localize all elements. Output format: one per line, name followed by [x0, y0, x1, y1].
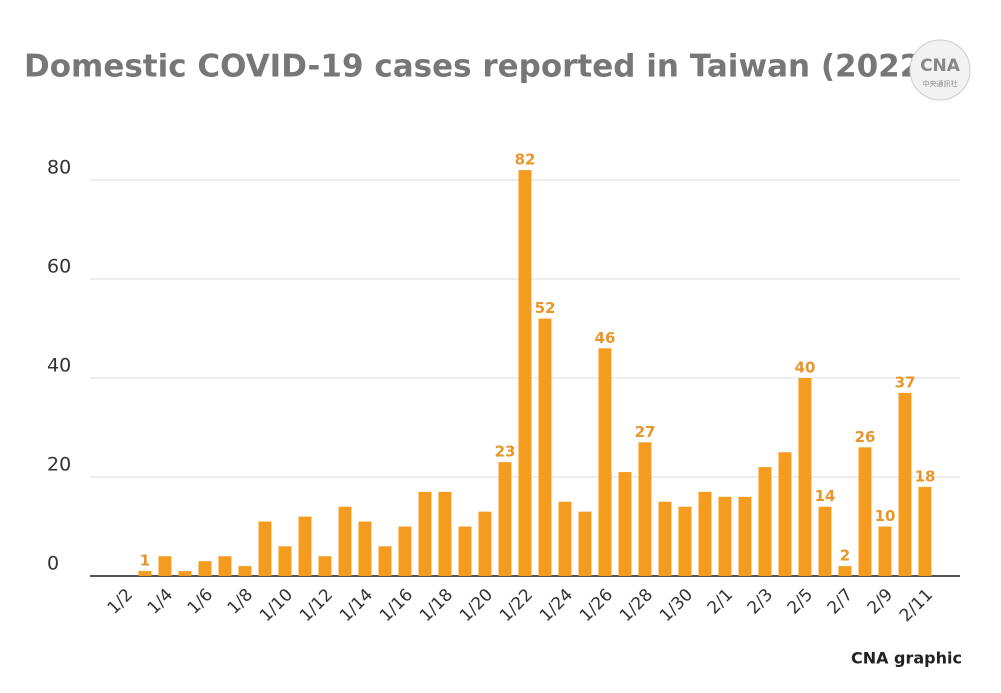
- x-tick-label: 2/9: [864, 585, 897, 618]
- bar: [798, 378, 812, 576]
- x-tick-label: 1/16: [376, 585, 417, 626]
- bar: [698, 491, 712, 576]
- x-tick-label: 1/2: [104, 585, 137, 618]
- bar: [918, 486, 932, 576]
- x-tick-label: 1/6: [184, 585, 217, 618]
- x-tick-label: 1/14: [336, 585, 377, 626]
- logo-text: CNA: [920, 56, 961, 76]
- x-tick-label: 2/5: [784, 585, 817, 618]
- bar: [678, 506, 692, 576]
- x-tick-label: 2/11: [896, 585, 937, 626]
- bar: [878, 526, 892, 576]
- x-tick-label: 2/1: [704, 585, 737, 618]
- value-label: 37: [895, 373, 916, 391]
- value-label: 10: [875, 507, 896, 525]
- bar: [738, 496, 752, 576]
- bar: [258, 521, 272, 576]
- value-label: 23: [495, 443, 516, 461]
- y-tick-label: 40: [47, 355, 71, 377]
- value-label: 46: [595, 329, 616, 347]
- x-tick-label: 1/8: [224, 585, 257, 618]
- y-tick-label: 20: [47, 454, 71, 476]
- value-label: 1: [140, 552, 150, 570]
- bar: [558, 501, 572, 576]
- x-tick-label: 1/4: [144, 585, 177, 618]
- bar: [498, 462, 512, 576]
- bar: [778, 452, 792, 576]
- bar: [278, 546, 292, 576]
- bar: [318, 556, 332, 576]
- value-label: 40: [795, 359, 816, 377]
- logo: CNA 中央通訊社: [909, 39, 971, 101]
- bar: [898, 392, 912, 576]
- bar: [658, 501, 672, 576]
- bar: [818, 506, 832, 576]
- bar: [418, 491, 432, 576]
- bar: [578, 511, 592, 576]
- x-tick-label: 1/20: [456, 585, 497, 626]
- bar: [338, 506, 352, 576]
- bar: [198, 561, 212, 576]
- x-tick-label: 1/28: [616, 585, 657, 626]
- x-tick-label: 1/18: [416, 585, 457, 626]
- bar: [298, 516, 312, 576]
- bar: [398, 526, 412, 576]
- value-label: 18: [915, 467, 936, 485]
- value-label: 82: [515, 151, 536, 169]
- x-tick-label: 1/26: [576, 585, 617, 626]
- bar: [618, 472, 632, 576]
- value-label: 52: [535, 299, 556, 317]
- y-tick-label: 80: [47, 157, 71, 179]
- chart-title: Domestic COVID-19 cases reported in Taiw…: [24, 49, 935, 85]
- value-label: 2: [840, 547, 850, 565]
- bar: [598, 348, 612, 576]
- bar: [358, 521, 372, 576]
- bar: [378, 546, 392, 576]
- bar: [538, 318, 552, 576]
- bar: [858, 447, 872, 576]
- value-label: 14: [815, 487, 836, 505]
- logo-circle: [909, 39, 971, 101]
- bar: [518, 170, 532, 576]
- bar: [218, 556, 232, 576]
- x-tick-label: 1/24: [536, 585, 577, 626]
- bar: [638, 442, 652, 576]
- bar: [238, 566, 252, 576]
- value-label: 27: [635, 423, 656, 441]
- x-tick-label: 1/30: [656, 585, 697, 626]
- x-tick-label: 2/3: [744, 585, 777, 618]
- bar: [718, 496, 732, 576]
- value-label: 26: [855, 428, 876, 446]
- bar: [178, 571, 192, 576]
- source: CNA graphic: [851, 649, 962, 668]
- bar: [478, 511, 492, 576]
- x-tick-label: 2/7: [824, 585, 857, 618]
- x-tick-label: 1/22: [496, 585, 537, 626]
- bar: [458, 526, 472, 576]
- x-tick-label: 1/10: [256, 585, 297, 626]
- y-tick-label: 0: [47, 553, 59, 575]
- bar: [758, 467, 772, 576]
- logo-subtext: 中央通訊社: [923, 79, 958, 88]
- y-tick-label: 60: [47, 256, 71, 278]
- bar: [138, 571, 152, 576]
- x-tick-label: 1/12: [296, 585, 337, 626]
- bar: [438, 491, 452, 576]
- bar: [158, 556, 172, 576]
- bar: [838, 566, 852, 576]
